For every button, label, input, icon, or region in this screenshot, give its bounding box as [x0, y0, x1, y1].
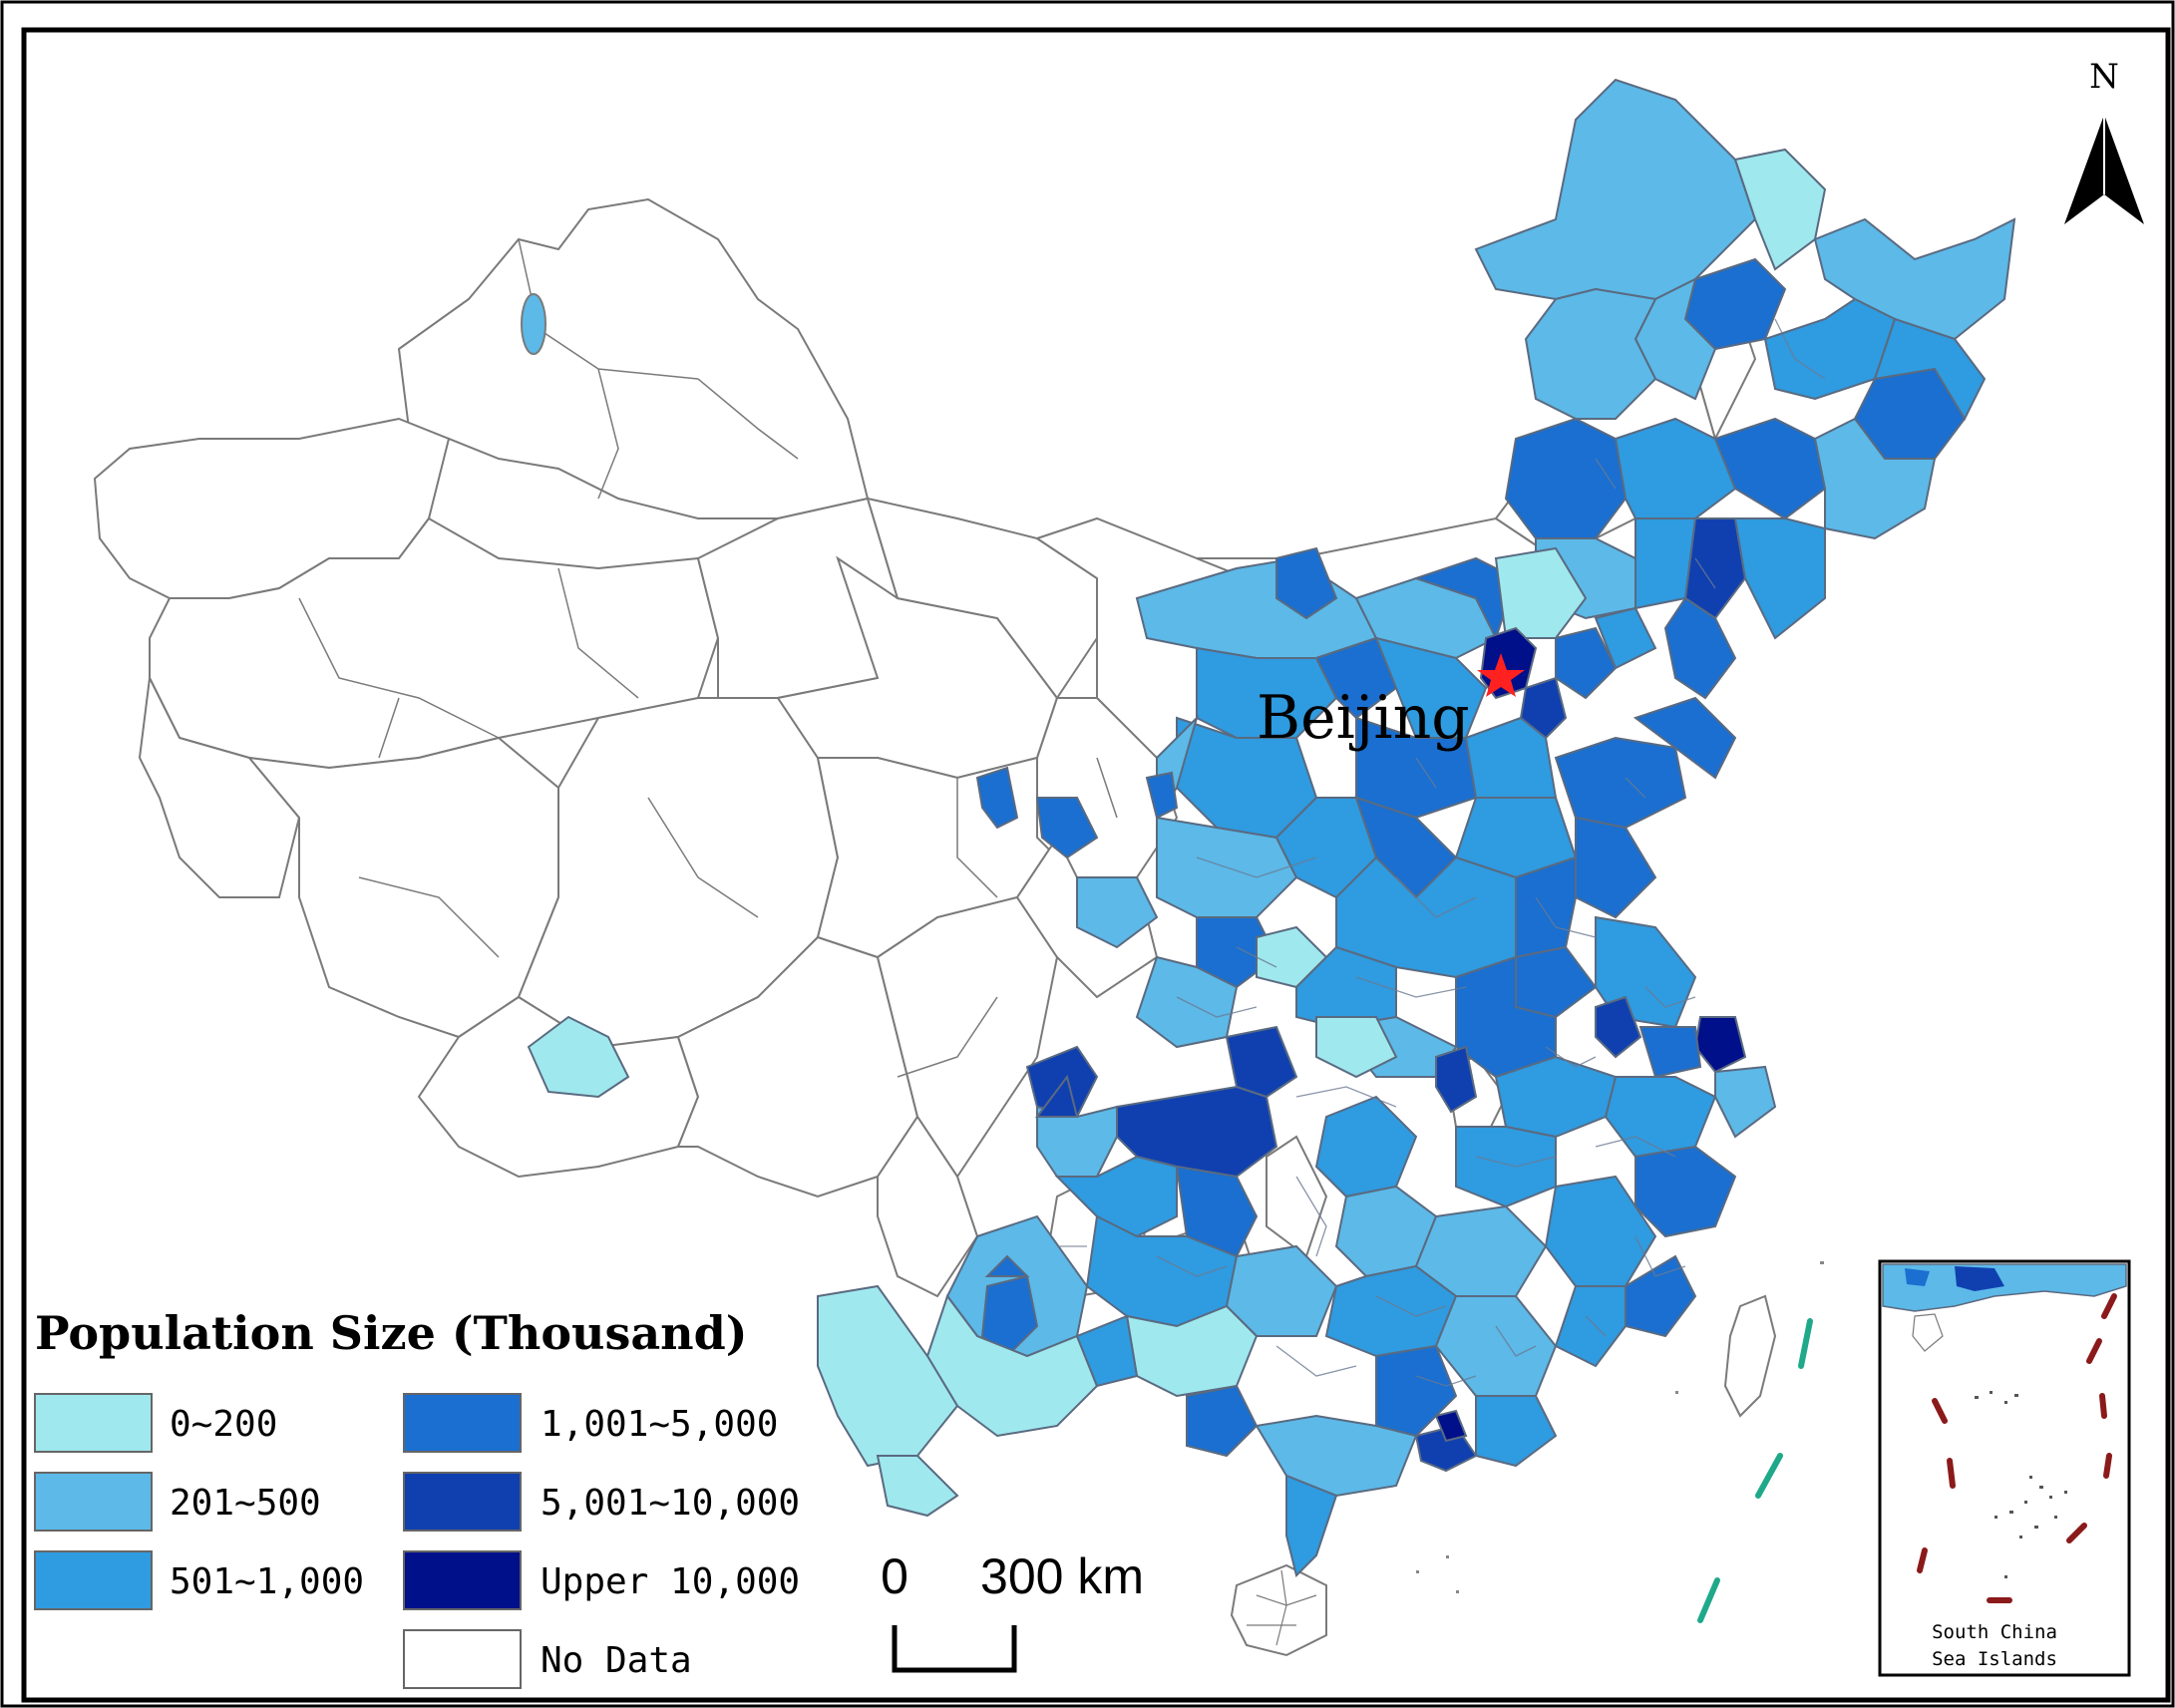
region-xinjiang-southwest: [138, 674, 301, 898]
capital-star-icon: [1477, 653, 1525, 697]
region-guangxi-nanning: [1125, 1304, 1259, 1398]
inset-south-china-sea: [1878, 1259, 2131, 1677]
region-xizang-lhasa: [527, 1015, 630, 1099]
region-hubei-west: [1035, 1074, 1079, 1118]
region-hebei-qinhuangdao: [1594, 606, 1657, 670]
region-liaoning-east: [1733, 517, 1826, 640]
map-frame-border: [21, 27, 2171, 1703]
legend-swatch-4: [403, 1472, 522, 1532]
inset-label-line1: South China: [1932, 1621, 2057, 1643]
boundary-dashes: [1697, 1318, 1813, 1623]
region-inner-mongolia-baotou: [1275, 546, 1338, 620]
central-east-regions: [527, 766, 1777, 1577]
legend-label-2: 501~1,000: [170, 1561, 364, 1602]
region-liaoning-mid: [1634, 517, 1697, 610]
region-jiangsu-suzhou: [1638, 1026, 1702, 1079]
region-gansu-lanzhou: [975, 766, 1019, 830]
region-taiwan: [1723, 1294, 1777, 1418]
north-arrow-icon: [2064, 115, 2144, 224]
lake-xinjiang: [521, 293, 546, 355]
region-guangdong-dongguan: [1434, 1409, 1468, 1443]
county-lines: [1057, 318, 1826, 1387]
region-jiangsu-nanjing: [1595, 995, 1642, 1059]
region-guangxi-liuzhou: [1186, 1384, 1259, 1458]
legend-swatch-3: [403, 1393, 522, 1453]
region-hubei-wuhan: [1435, 1045, 1478, 1114]
region-shanxi-datong: [1314, 636, 1398, 720]
scale-bar-start-label: 0: [881, 1548, 908, 1604]
region-heilongjiang-jixi: [1873, 317, 1987, 422]
legend-swatch-5: [403, 1550, 522, 1610]
small-islands: [1416, 1261, 1824, 1593]
region-qinghai-xining: [1145, 771, 1179, 820]
region-yunnan-qujing: [980, 1274, 1039, 1358]
legend-swatch-2: [34, 1550, 153, 1610]
region-gansu-tianshui: [1035, 797, 1099, 859]
region-jilin-west: [1504, 417, 1628, 539]
region-sichuan-liangshan: [984, 1254, 1030, 1277]
region-liaoning-dalian: [1663, 596, 1737, 700]
northeast-regions: [1474, 78, 2016, 700]
region-gansu-south: [1076, 876, 1159, 949]
region-sichuan-mid: [1036, 1105, 1118, 1178]
legend-label-1: 201~500: [170, 1483, 321, 1524]
legend-title: Population Size (Thousand): [35, 1306, 748, 1360]
region-yunnan-northwest: [877, 1115, 979, 1298]
region-hubei-mid: [1315, 1016, 1398, 1079]
legend-swatch-0: [34, 1393, 153, 1453]
legend-label-3: 1,001~5,000: [541, 1404, 778, 1445]
north-china-regions: [1135, 546, 1737, 840]
inset-label-line2: Sea Islands: [1932, 1648, 2057, 1670]
scale-bar: 0 300 km: [881, 1548, 1144, 1673]
region-guangdong-zhanjiang: [1285, 1474, 1338, 1577]
region-sichuan-west: [876, 895, 1059, 1179]
hainan-lines: [1247, 1569, 1317, 1646]
city-label-beijing: Beijing: [1257, 683, 1470, 753]
region-guangdong-east: [1475, 1395, 1558, 1468]
region-chongqing-south: [1175, 1165, 1259, 1258]
north-label: N: [2089, 57, 2119, 97]
region-sichuan-chengdu: [1116, 1085, 1278, 1179]
region-chongqing-north: [1225, 1025, 1298, 1099]
region-fujian-xiamen: [1554, 1285, 1627, 1368]
region-central-white-1: [1266, 1135, 1328, 1258]
region-zhejiang-ningbo: [1714, 1065, 1777, 1139]
region-yunnan-xishuangbanna: [876, 1455, 959, 1518]
region-shanxi-north: [1196, 646, 1338, 739]
legend-label-0: 0~200: [170, 1404, 277, 1445]
region-tianjin: [1519, 676, 1568, 740]
region-heilongjiang-east: [1813, 217, 2016, 341]
region-hebei-chengde: [1494, 546, 1588, 639]
region-inner-mongolia-hulunbuir-east: [1524, 287, 1657, 420]
scale-bar-end-label: 300 km: [980, 1548, 1144, 1604]
legend-label-4: 5,001~10,000: [541, 1483, 800, 1524]
legend-label-5: Upper 10,000: [541, 1561, 800, 1602]
scale-bar-line: [892, 1625, 1017, 1673]
region-hainan: [1230, 1563, 1327, 1657]
legend-label-6: No Data: [541, 1640, 692, 1681]
region-hebei-tangshan: [1555, 626, 1618, 700]
region-jilin-mid: [1614, 417, 1737, 519]
region-shandong-yantai: [1632, 696, 1737, 780]
legend-swatch-6: [403, 1629, 522, 1689]
legend-swatch-1: [34, 1472, 153, 1532]
western-china-regions: [93, 197, 1777, 1657]
legend: Population Size (Thousand) 0~200 201~500…: [28, 1296, 806, 1695]
region-jilin-east: [1813, 417, 1937, 540]
region-guangxi-west: [1075, 1314, 1139, 1388]
region-xinjiang-north: [397, 197, 870, 519]
western-subdivision-lines: [298, 238, 1118, 1078]
